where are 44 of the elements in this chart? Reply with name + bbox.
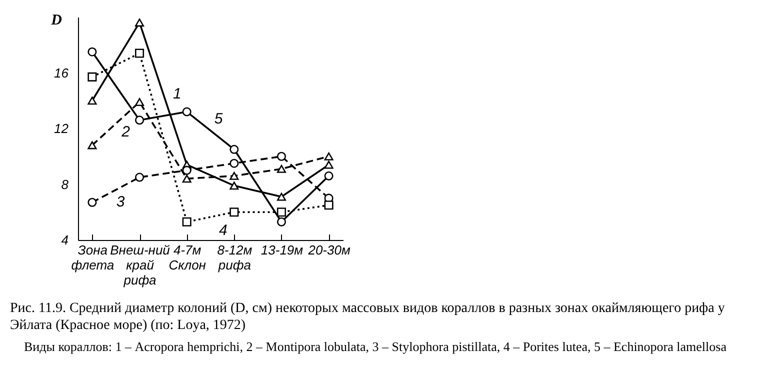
y-tick-label: 4	[61, 232, 68, 248]
series-label: 5	[214, 110, 224, 128]
point	[276, 208, 286, 217]
point	[276, 217, 286, 226]
series-label: 1	[173, 86, 182, 103]
y-tick-label: 12	[54, 121, 70, 136]
point	[276, 164, 286, 173]
series-label: 3	[116, 193, 126, 210]
point	[134, 48, 144, 58]
point	[230, 208, 239, 217]
series-label: 2	[120, 124, 131, 141]
point	[324, 171, 334, 180]
y-tick-label: 8	[61, 176, 70, 192]
point	[324, 200, 334, 210]
y-tick-label: 16	[54, 65, 70, 80]
point	[324, 152, 334, 160]
x-tick-label: 13-19м	[260, 242, 304, 258]
point	[134, 172, 144, 182]
point	[88, 141, 97, 150]
text: Виды кораллов: 1 – Acropora hemprichi, 2 – Montipora lobulata, 3 – Stylophora pistillata, 4 – Porites lutea, 5 – Echinopora lamellosa	[23, 338, 728, 355]
point	[324, 160, 334, 169]
point	[88, 198, 97, 207]
point	[230, 172, 239, 180]
point	[134, 18, 144, 27]
point	[182, 107, 192, 116]
point	[182, 217, 192, 226]
point	[230, 182, 239, 190]
point	[276, 192, 286, 201]
x-tick-label: 20-30м	[307, 242, 350, 258]
point	[276, 152, 286, 161]
point	[230, 158, 239, 168]
point	[182, 166, 192, 175]
x-tick-label: 8-12м рифа	[217, 242, 252, 272]
y-axis-title: D	[50, 12, 62, 28]
series-label: 4	[219, 222, 228, 240]
point	[88, 72, 97, 82]
point	[182, 174, 192, 183]
point	[88, 96, 97, 105]
point	[134, 98, 144, 106]
text: Рис. 11.9. Средний диаметр колоний (D, см) некоторых массовых видов кораллов в разных зонах окаймляющего рифа у Эйлата (Красное море) (по: Loya, 1972)	[10, 300, 726, 334]
point	[134, 116, 144, 125]
point	[230, 144, 239, 154]
point	[88, 47, 97, 56]
x-tick-label: 4-7м Склон	[168, 242, 206, 272]
